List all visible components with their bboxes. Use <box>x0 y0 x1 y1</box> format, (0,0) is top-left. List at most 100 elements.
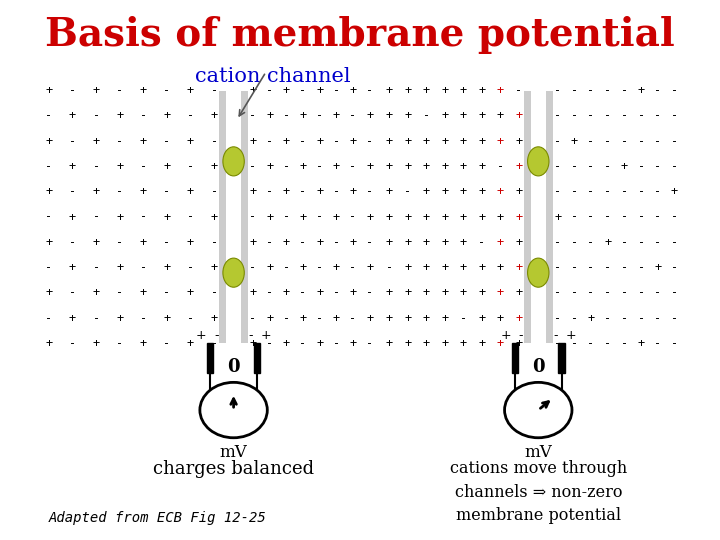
Text: +: + <box>116 312 123 325</box>
Text: -: - <box>116 134 123 147</box>
Text: -: - <box>116 185 123 198</box>
Text: -: - <box>571 160 578 173</box>
Text: -: - <box>316 312 323 325</box>
Text: +: + <box>604 236 611 249</box>
Text: -: - <box>210 337 217 350</box>
Text: +: + <box>621 160 628 173</box>
Text: -: - <box>654 160 661 173</box>
Text: +: + <box>249 185 256 198</box>
Text: +: + <box>300 160 307 173</box>
Text: +: + <box>441 236 449 249</box>
Text: -: - <box>45 211 53 224</box>
Text: -: - <box>637 109 644 123</box>
Text: +: + <box>441 286 449 299</box>
Text: -: - <box>187 261 194 274</box>
Text: -: - <box>478 236 485 249</box>
Text: -: - <box>210 286 217 299</box>
Text: -: - <box>187 312 194 325</box>
Text: -: - <box>283 109 290 123</box>
Text: +: + <box>140 84 147 97</box>
Text: -: - <box>69 286 76 299</box>
Text: -: - <box>140 160 147 173</box>
Text: +: + <box>516 160 523 173</box>
Text: -: - <box>300 134 307 147</box>
Text: +: + <box>386 211 392 224</box>
Text: -: - <box>621 109 628 123</box>
Text: +: + <box>459 261 467 274</box>
Text: +: + <box>187 286 194 299</box>
Text: -: - <box>300 185 307 198</box>
Text: -: - <box>519 329 523 342</box>
Text: +: + <box>333 211 340 224</box>
Text: +: + <box>459 160 467 173</box>
Text: +: + <box>386 337 392 350</box>
Text: +: + <box>423 312 430 325</box>
Text: +: + <box>459 185 467 198</box>
Text: +: + <box>516 109 523 123</box>
Circle shape <box>200 382 267 438</box>
Bar <box>220 91 226 343</box>
Bar <box>546 91 552 343</box>
Text: -: - <box>92 160 99 173</box>
Text: +: + <box>266 160 274 173</box>
Text: +: + <box>316 236 323 249</box>
Text: +: + <box>404 84 411 97</box>
Text: -: - <box>671 286 678 299</box>
Text: +: + <box>441 160 449 173</box>
Text: -: - <box>571 211 578 224</box>
Text: -: - <box>588 84 595 97</box>
Text: -: - <box>214 329 219 342</box>
Text: +: + <box>571 134 578 147</box>
Text: -: - <box>671 160 678 173</box>
Text: +: + <box>386 160 392 173</box>
Text: +: + <box>333 312 340 325</box>
Text: -: - <box>604 185 611 198</box>
Text: -: - <box>316 109 323 123</box>
Text: -: - <box>637 286 644 299</box>
Text: +: + <box>423 337 430 350</box>
Text: -: - <box>588 261 595 274</box>
Text: -: - <box>349 312 356 325</box>
Text: +: + <box>497 312 504 325</box>
Text: +: + <box>386 236 392 249</box>
Text: +: + <box>386 286 392 299</box>
Text: -: - <box>163 286 171 299</box>
Text: +: + <box>478 109 485 123</box>
Text: +: + <box>478 84 485 97</box>
Text: -: - <box>621 185 628 198</box>
Text: -: - <box>333 286 340 299</box>
Bar <box>253 343 260 373</box>
Bar <box>524 91 531 343</box>
Text: +: + <box>404 134 411 147</box>
Text: -: - <box>604 211 611 224</box>
Text: Basis of membrane potential: Basis of membrane potential <box>45 16 675 54</box>
Ellipse shape <box>528 258 549 287</box>
Text: +: + <box>441 211 449 224</box>
Text: +: + <box>333 261 340 274</box>
Text: +: + <box>266 109 274 123</box>
Text: +: + <box>637 337 644 350</box>
Text: -: - <box>571 185 578 198</box>
Text: +: + <box>163 312 171 325</box>
Text: -: - <box>637 134 644 147</box>
Text: -: - <box>249 312 256 325</box>
Bar <box>559 343 565 373</box>
Text: -: - <box>588 236 595 249</box>
Text: -: - <box>333 185 340 198</box>
Text: +: + <box>163 160 171 173</box>
Text: -: - <box>300 84 307 97</box>
Text: -: - <box>333 236 340 249</box>
Text: +: + <box>92 337 99 350</box>
Text: +: + <box>459 236 467 249</box>
Text: -: - <box>116 337 123 350</box>
Text: cation channel: cation channel <box>194 66 351 85</box>
Text: +: + <box>423 160 430 173</box>
Text: -: - <box>671 211 678 224</box>
Text: -: - <box>459 312 467 325</box>
Text: -: - <box>92 211 99 224</box>
Text: +: + <box>210 160 217 173</box>
Text: -: - <box>266 337 274 350</box>
Text: +: + <box>423 261 430 274</box>
Text: +: + <box>654 261 661 274</box>
Text: -: - <box>283 261 290 274</box>
